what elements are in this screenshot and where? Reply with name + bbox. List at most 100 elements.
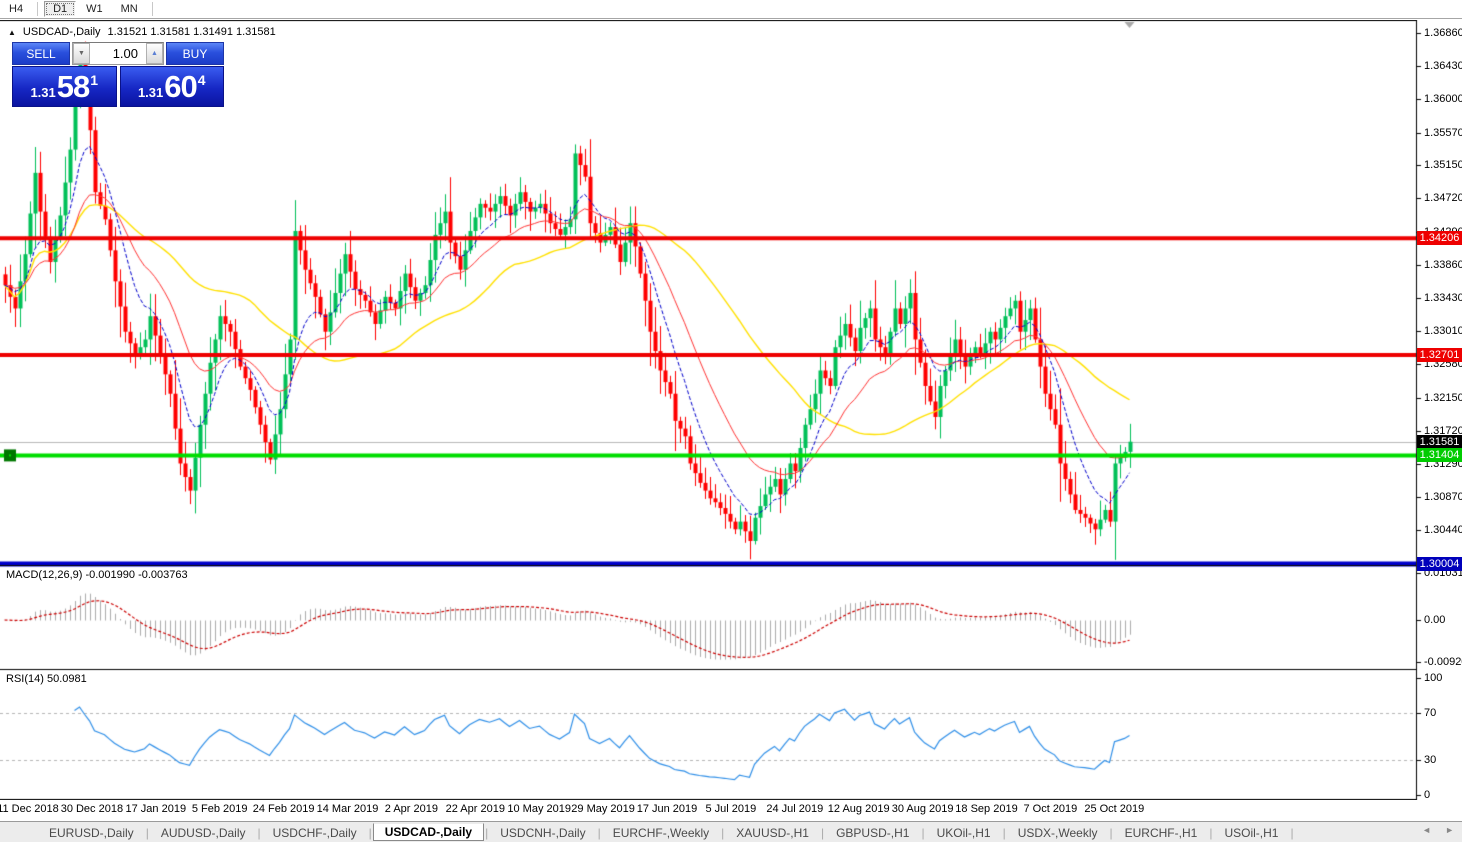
date-tick-label: 2 Apr 2019 [384, 803, 438, 815]
date-tick-label: 10 May 2019 [507, 803, 571, 815]
volume-increase-button[interactable]: ▲ [146, 43, 163, 64]
rsi-tick-label: 30 [1424, 753, 1437, 766]
date-tick-label: 17 Jan 2019 [125, 803, 187, 815]
date-tick-label: 25 Oct 2019 [1084, 803, 1145, 815]
symbol-title: USDCAD-,Daily [22, 26, 101, 38]
chart-tab-usdcad-daily[interactable]: USDCAD-,Daily [372, 823, 485, 841]
chart-tab-eurchf-weekly[interactable]: EURCHF-,Weekly [612, 825, 710, 840]
date-tick-label: 30 Dec 2018 [60, 803, 124, 815]
chart-tab-audusd-daily[interactable]: AUDUSD-,Daily [160, 825, 246, 840]
date-axis: 11 Dec 2018 30 Dec 2018 17 Jan 2019 5 Feb 2… [0, 800, 1422, 818]
toolbar-separator [151, 2, 153, 16]
chart-tab-eurchf-h1[interactable]: EURCHF-,H1 [1124, 825, 1198, 840]
price-line-label: 1.31404 [1417, 448, 1462, 463]
tab-separator: | [1290, 825, 1294, 840]
macd-indicator-label: MACD(12,26,9) -0.001990 -0.003763 [6, 569, 188, 581]
chart-symbol-header: ▲ USDCAD-,Daily 1.31521 1.31581 1.31491 … [8, 26, 276, 38]
volume-box: ▼ 1.00 ▲ [72, 42, 164, 65]
tab-separator: | [921, 825, 925, 840]
volume-input[interactable]: 1.00 [112, 46, 138, 61]
date-tick-label: 14 Mar 2019 [316, 803, 379, 815]
sell-price-big: 58 [56, 68, 90, 104]
price-tick-label: 1.34720 [1424, 192, 1462, 205]
date-tick-label: 5 Feb 2019 [191, 803, 248, 815]
ohlc-quotes: 1.31521 1.31581 1.31491 1.31581 [107, 26, 276, 38]
date-tick-label: 24 Feb 2019 [252, 803, 315, 815]
chart-tab-ukoil-h1[interactable]: UKOil-,H1 [936, 825, 991, 840]
date-tick-label: 18 Sep 2019 [955, 803, 1018, 815]
timeframe-button-w1[interactable]: W1 [86, 3, 103, 15]
timeframe-button-mn[interactable]: MN [120, 3, 138, 15]
tab-scroll-right-icon[interactable]: ► [1445, 825, 1454, 835]
chart-tab-eurusd-daily[interactable]: EURUSD-,Daily [49, 825, 134, 840]
date-tick-label: 24 Jul 2019 [766, 803, 824, 815]
price-line-label: 1.31581 [1417, 434, 1462, 449]
timeframe-toolbar: H4 D1 W1 MN [0, 0, 1462, 19]
price-tick-label: 1.36430 [1424, 59, 1462, 72]
rsi-tick-label: 70 [1424, 707, 1437, 720]
collapse-arrow-icon[interactable]: ▲ [8, 27, 16, 37]
toolbar-separator [37, 2, 39, 16]
buy-price-panel[interactable]: 1.31 60 4 [119, 66, 224, 107]
tab-separator: | [485, 825, 489, 840]
price-line-label: 1.32701 [1417, 347, 1462, 362]
price-tick-label: 1.35570 [1424, 126, 1462, 139]
volume-decrease-button[interactable]: ▼ [73, 43, 90, 64]
chart-tab-usdcnh-daily[interactable]: USDCNH-,Daily [500, 825, 586, 840]
tab-separator: | [1109, 825, 1113, 840]
buy-button[interactable]: BUY [166, 42, 224, 65]
rsi-indicator-label: RSI(14) 50.0981 [6, 673, 87, 685]
chart-tab-usdchf-daily[interactable]: USDCHF-,Daily [272, 825, 357, 840]
chart-tab-usdx-weekly[interactable]: USDX-,Weekly [1017, 825, 1098, 840]
tab-separator: | [368, 825, 372, 840]
buy-price-pip: 4 [197, 71, 206, 88]
sell-price-prefix: 1.31 [30, 85, 56, 100]
sell-price-pip: 1 [90, 71, 99, 88]
date-tick-label: 22 Apr 2019 [445, 803, 505, 815]
buy-price-prefix: 1.31 [137, 85, 164, 100]
price-tick-label: 1.32150 [1424, 391, 1462, 404]
rsi-tick-label: 0 [1424, 789, 1431, 801]
price-tick-label: 1.36860 [1424, 26, 1462, 39]
sell-price-panel[interactable]: 1.31 58 1 [12, 66, 117, 107]
date-tick-label: 5 Jul 2019 [705, 803, 757, 815]
chart-tab-xauusd-h1[interactable]: XAUUSD-,H1 [736, 825, 809, 840]
macd-tick-label: 0.00 [1424, 614, 1446, 626]
tab-separator: | [1209, 825, 1213, 840]
date-tick-label: 12 Aug 2019 [827, 803, 890, 815]
price-tick-label: 1.33860 [1424, 259, 1462, 272]
price-tick-label: 1.35150 [1424, 159, 1462, 172]
tab-separator: | [721, 825, 725, 840]
price-tick-label: 1.33010 [1424, 324, 1462, 337]
tab-separator: | [597, 825, 601, 840]
one-click-trading-widget: SELL ▼ 1.00 ▲ BUY 1.31 58 1 1.31 60 4 [12, 42, 224, 107]
tab-separator: | [145, 825, 149, 840]
price-tick-label: 1.33430 [1424, 292, 1462, 305]
price-tick-label: 1.30870 [1424, 490, 1462, 503]
tab-scroll-left-icon[interactable]: ◄ [1422, 825, 1432, 835]
rsi-tick-label: 100 [1424, 672, 1443, 684]
date-tick-label: 17 Jun 2019 [636, 803, 698, 815]
price-tick-label: 1.31720 [1424, 424, 1462, 437]
chart-tab-gbpusd-h1[interactable]: GBPUSD-,H1 [836, 825, 910, 840]
price-tick-label: 1.30440 [1424, 524, 1462, 537]
buy-price-big: 60 [164, 68, 197, 104]
date-tick-label: 7 Oct 2019 [1023, 803, 1078, 815]
price-line-label: 1.34206 [1417, 231, 1462, 246]
price-line-label: 1.30004 [1417, 556, 1462, 571]
date-tick-label: 30 Aug 2019 [891, 803, 954, 815]
tab-separator: | [820, 825, 825, 840]
chart-tab-usoil-h1[interactable]: USOil-,H1 [1224, 825, 1279, 840]
chart-tab-bar: EURUSD-,Daily | AUDUSD-,Daily | USDCHF-,Dail… [0, 821, 1462, 842]
timeframe-button-h4[interactable]: H4 [9, 3, 24, 15]
tab-scrollbar: ◄ ► [1422, 825, 1454, 835]
date-tick-label: 11 Dec 2018 [0, 803, 59, 815]
tab-separator: | [1002, 825, 1006, 840]
chart-plot-area[interactable] [0, 20, 1422, 800]
macd-tick-label: -0.009203 [1424, 655, 1462, 668]
timeframe-button-d1[interactable]: D1 [44, 1, 77, 17]
tab-separator: | [257, 825, 261, 840]
sell-button[interactable]: SELL [12, 42, 70, 65]
date-tick-label: 29 May 2019 [571, 803, 635, 815]
